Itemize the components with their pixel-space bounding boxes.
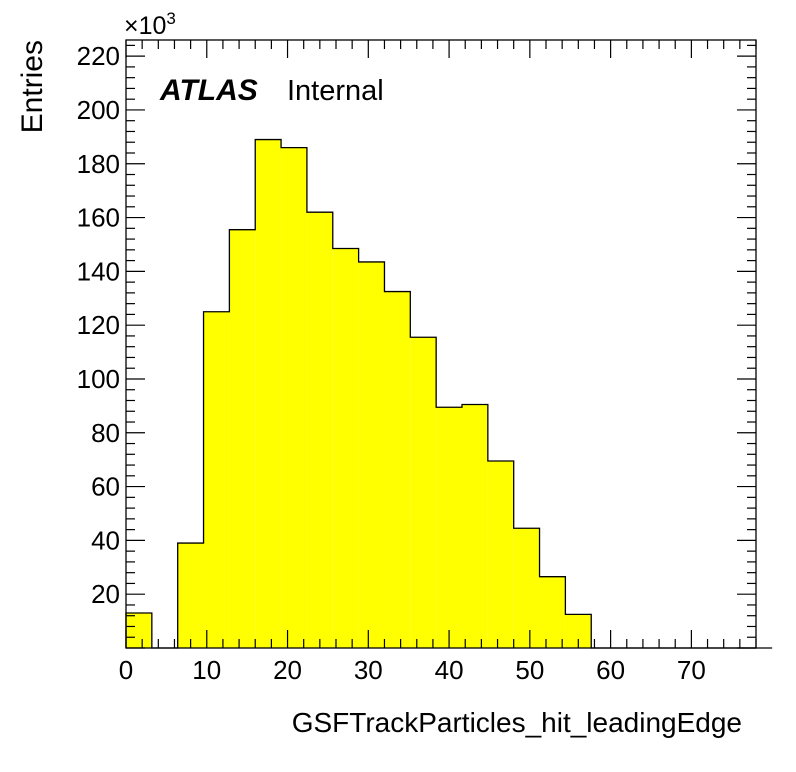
- histogram-bin: [410, 337, 436, 648]
- y-tick-label: 160: [77, 203, 120, 233]
- internal-label: Internal: [287, 75, 384, 107]
- y-tick-label: 200: [77, 95, 120, 125]
- y-axis-label: Entries: [16, 40, 49, 133]
- histogram-bin: [436, 407, 462, 648]
- histogram-bin: [359, 262, 385, 648]
- y-tick-label: 40: [91, 525, 120, 555]
- histogram-bin: [178, 543, 204, 648]
- x-tick-label: 0: [119, 655, 133, 685]
- y-tick-label: 120: [77, 310, 120, 340]
- y-tick-label: 220: [77, 41, 120, 71]
- atlas-label: ATLAS: [159, 74, 258, 107]
- y-scale-factor: ×103: [124, 9, 176, 40]
- x-tick-labels: 0 10 20 30 40 50 60 70: [119, 655, 706, 685]
- histogram-bin: [255, 140, 281, 648]
- y-tick-label: 60: [91, 472, 120, 502]
- y-tick-label: 140: [77, 256, 120, 286]
- histogram-bars: [126, 140, 591, 648]
- histogram-bin: [126, 613, 152, 648]
- histogram-bin: [307, 212, 333, 648]
- histogram-bin: [204, 312, 230, 648]
- histogram-bin: [281, 148, 307, 648]
- y-tick-label: 80: [91, 418, 120, 448]
- x-tick-label: 40: [435, 655, 464, 685]
- histogram-chart: 0 10 20 30 40 50 60 70 204060801001201401601802…: [0, 0, 796, 772]
- x-tick-label: 50: [515, 655, 544, 685]
- y-tick-labels: 20 40 60 80 100 120 140 160 180 200 220: [77, 41, 120, 609]
- x-tick-label: 10: [192, 655, 221, 685]
- histogram-bin: [384, 292, 410, 648]
- y-tick-label: 180: [77, 149, 120, 179]
- x-tick-label: 20: [273, 655, 302, 685]
- y-tick-label: 100: [77, 364, 120, 394]
- histogram-bin: [229, 230, 255, 648]
- histogram-bin: [333, 248, 359, 648]
- histogram-bin: [462, 405, 488, 648]
- x-tick-label: 70: [677, 655, 706, 685]
- y-tick-label: 20: [91, 579, 120, 609]
- histogram-bin: [488, 461, 514, 648]
- x-axis-label: GSFTrackParticles_hit_leadingEdge: [292, 707, 742, 738]
- histogram-bin: [514, 528, 540, 648]
- x-tick-label: 60: [596, 655, 625, 685]
- histogram-bin: [540, 577, 566, 648]
- x-tick-label: 30: [354, 655, 383, 685]
